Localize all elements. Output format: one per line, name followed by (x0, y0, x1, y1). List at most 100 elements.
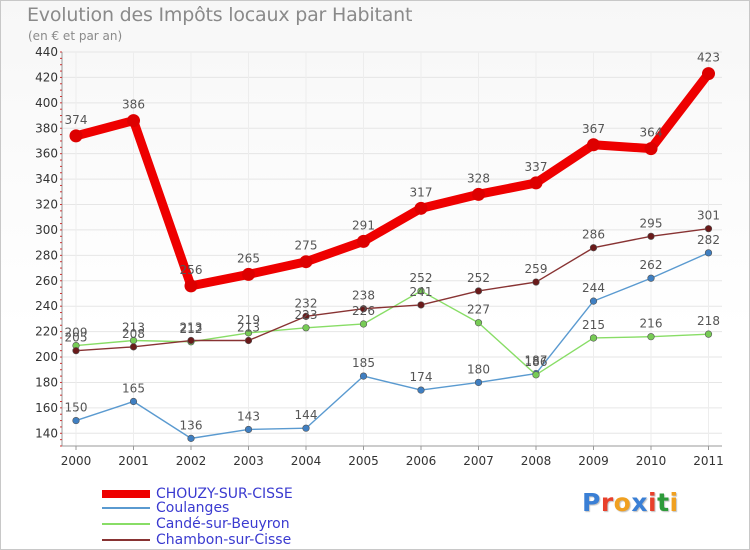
data-label: 252 (410, 271, 433, 285)
x-tick-label: 2008 (521, 454, 552, 468)
data-point (299, 255, 313, 269)
data-label: 259 (525, 262, 548, 276)
y-tick-label: 380 (35, 121, 58, 135)
data-point (474, 319, 483, 327)
data-label: 367 (582, 122, 605, 136)
data-point (187, 336, 195, 345)
data-label: 295 (640, 216, 663, 230)
data-point (302, 324, 310, 332)
data-label: 256 (180, 263, 203, 277)
data-point (72, 416, 80, 425)
y-tick-label: 200 (35, 350, 58, 364)
x-tick-label: 2011 (693, 454, 724, 468)
data-point (529, 176, 543, 190)
data-label: 212 (180, 322, 203, 336)
series-line-1 (75, 252, 710, 440)
x-tick-label: 2010 (636, 454, 667, 468)
legend-item: CHOUZY-SUR-CISSE (102, 486, 293, 502)
data-label: 187 (525, 354, 548, 368)
data-point (474, 378, 483, 387)
data-label: 386 (122, 98, 145, 112)
data-label: 208 (122, 327, 145, 341)
data-point (704, 330, 713, 338)
data-point (647, 232, 655, 240)
data-label: 205 (65, 331, 88, 345)
y-tick-label: 400 (35, 96, 58, 110)
data-point (359, 305, 368, 313)
data-point (184, 279, 198, 293)
data-point (702, 67, 715, 81)
y-tick-label: 180 (35, 375, 58, 389)
data-label: 219 (237, 313, 260, 327)
grid-layer (62, 51, 722, 446)
data-label: 275 (295, 239, 318, 253)
data-label: 174 (410, 370, 433, 384)
legend-item: Chambon-sur-Cisse (102, 532, 291, 548)
data-label: 186 (525, 355, 548, 369)
series-layer (69, 67, 715, 442)
x-tick-label: 2005 (348, 454, 379, 468)
data-label: 165 (122, 382, 145, 396)
x-tick-label: 2004 (291, 454, 322, 468)
logo-letter: r (600, 488, 614, 517)
data-point (589, 244, 598, 252)
data-point (127, 114, 140, 128)
data-point (587, 138, 600, 152)
data-label: 291 (352, 218, 375, 232)
legend-label: CHOUZY-SUR-CISSE (156, 486, 293, 502)
data-point (472, 187, 485, 201)
data-point (589, 297, 598, 305)
data-label: 213 (237, 321, 260, 335)
axis-layer: 140 160 180 200 220 240 260 280 300 320 340 360 380 4… (35, 45, 724, 468)
data-point (704, 249, 713, 257)
data-label: 223 (295, 308, 318, 322)
data-label: 227 (467, 303, 490, 317)
data-point (72, 347, 80, 355)
y-tick-label: 420 (35, 70, 58, 84)
data-label: 265 (237, 251, 260, 265)
data-point (242, 267, 255, 281)
legend-swatch (102, 490, 150, 498)
data-label: 209 (65, 326, 88, 340)
data-label: 218 (697, 314, 720, 328)
y-tick-label: 320 (35, 198, 58, 212)
y-tick-label: 300 (35, 223, 58, 237)
logo-letter: o (613, 488, 632, 517)
data-point (244, 425, 253, 434)
logo-letter: i (648, 488, 658, 517)
data-point (644, 142, 658, 156)
data-point (357, 234, 370, 248)
data-point (532, 278, 540, 286)
data-label: 244 (582, 281, 605, 295)
data-label: 213 (122, 321, 145, 335)
data-label: 215 (582, 318, 605, 332)
y-tick-label: 340 (35, 172, 58, 186)
legend-item: Candé-sur-Beuyron (102, 516, 290, 532)
data-point (244, 336, 253, 345)
y-tick-label: 440 (35, 45, 58, 59)
y-tick-label: 280 (35, 248, 58, 262)
chart-subtitle: (en € et par an) (28, 29, 123, 43)
legend-swatch (102, 539, 150, 541)
x-tick-label: 2006 (406, 454, 437, 468)
data-point (129, 343, 138, 351)
data-label: 374 (65, 113, 88, 127)
chart-title: Evolution des Impôts locaux par Habitant (27, 4, 413, 26)
logo-letter: i (669, 488, 679, 517)
data-label: 262 (640, 258, 663, 272)
data-label-layer: 374 386 256 265 275 291 317 328 337 367 364 423 150 1… (65, 51, 720, 433)
legend-label: Candé-sur-Beuyron (156, 516, 290, 532)
data-point (69, 129, 83, 143)
y-tick-label: 160 (35, 401, 58, 415)
data-label: 180 (467, 362, 490, 376)
data-label: 238 (352, 289, 375, 303)
data-point (589, 334, 598, 342)
data-point (302, 312, 310, 320)
data-point (417, 301, 425, 309)
data-label: 144 (295, 408, 318, 422)
data-label: 252 (467, 271, 490, 285)
data-point (187, 434, 195, 442)
legend-swatch (102, 523, 150, 525)
legend-item: Coulanges (102, 500, 229, 516)
